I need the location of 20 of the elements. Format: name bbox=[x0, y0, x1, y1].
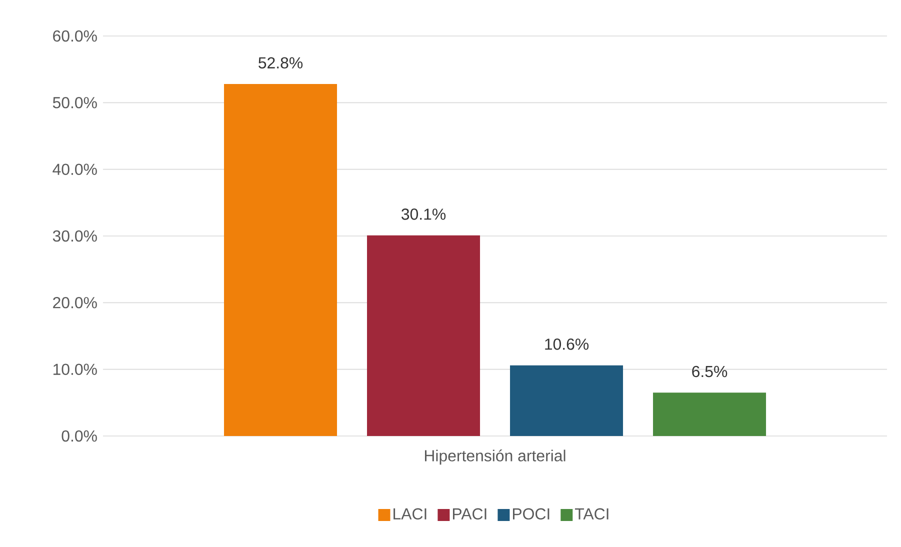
y-tick-label: 0.0% bbox=[62, 430, 97, 442]
bar bbox=[224, 84, 338, 436]
y-tick-label: 60.0% bbox=[53, 30, 97, 42]
y-tick-label: 30.0% bbox=[52, 230, 97, 242]
data-label: 10.6% bbox=[545, 338, 589, 350]
data-label: 52.8% bbox=[258, 57, 303, 68]
y-tick-label: 50.0% bbox=[52, 97, 97, 108]
bar bbox=[653, 392, 766, 436]
data-label: 30.1% bbox=[402, 208, 446, 220]
data-label: 6.5% bbox=[692, 366, 728, 378]
y-tick-label: 20.0% bbox=[53, 297, 97, 308]
legend-label: LACI bbox=[394, 508, 426, 520]
bar bbox=[367, 235, 480, 436]
legend-label: PACI bbox=[452, 508, 486, 520]
y-tick-label: 10.0% bbox=[54, 364, 97, 375]
bar bbox=[510, 365, 624, 436]
x-tick-label: Hipertensión arterial bbox=[424, 450, 566, 465]
legend-label: TACI bbox=[574, 508, 608, 520]
y-tick-label: 40.0% bbox=[52, 164, 97, 175]
legend-label: POCI bbox=[512, 508, 550, 520]
